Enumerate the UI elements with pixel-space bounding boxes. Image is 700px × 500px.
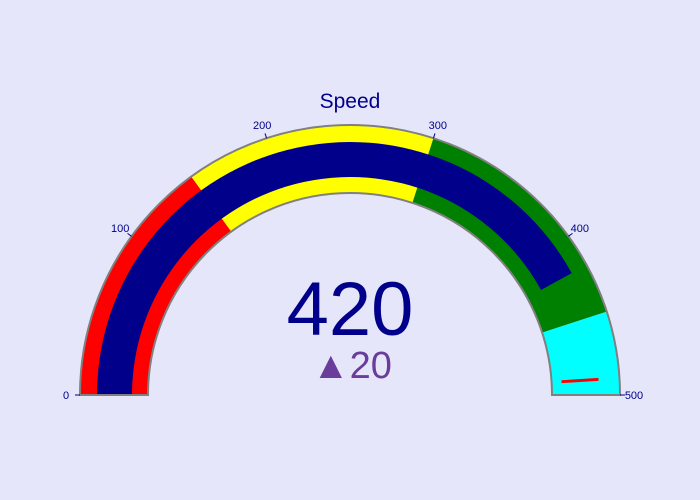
delta-value: 20	[350, 345, 392, 387]
gauge-tick-2	[264, 133, 268, 139]
gauge-tick-label-5: 500	[625, 390, 643, 402]
gauge-value: 420	[287, 267, 414, 352]
gauge-tick-3	[432, 133, 436, 139]
gauge-inner-step-1	[220, 174, 418, 232]
gauge-bar-group	[97, 142, 572, 395]
gauge-tick-label-3: 300	[429, 120, 447, 132]
gauge-tick-label-2: 200	[253, 120, 271, 132]
gauge-ticks: 0 100 200 300 400 500	[63, 120, 643, 402]
gauge-border	[78, 124, 622, 396]
gauge-inner-step-2	[412, 185, 560, 333]
delta-triangle-icon: ▲	[312, 345, 350, 387]
gauge-threshold-line	[561, 377, 599, 384]
gauge-threshold-group	[561, 377, 599, 384]
gauge-tick-label-4: 400	[571, 223, 589, 235]
gauge-tick-1	[127, 232, 132, 237]
gauge-border-group	[78, 124, 622, 396]
gauge-title: Speed	[320, 90, 381, 113]
gauge-delta: ▲20	[312, 345, 392, 387]
gauge-tick-4	[568, 232, 573, 237]
gauge-tick-label-1: 100	[111, 223, 129, 235]
gauge-value-bar	[97, 142, 572, 395]
gauge-inner-step-3	[542, 327, 570, 395]
gauge-tick-label-0: 0	[63, 390, 69, 402]
